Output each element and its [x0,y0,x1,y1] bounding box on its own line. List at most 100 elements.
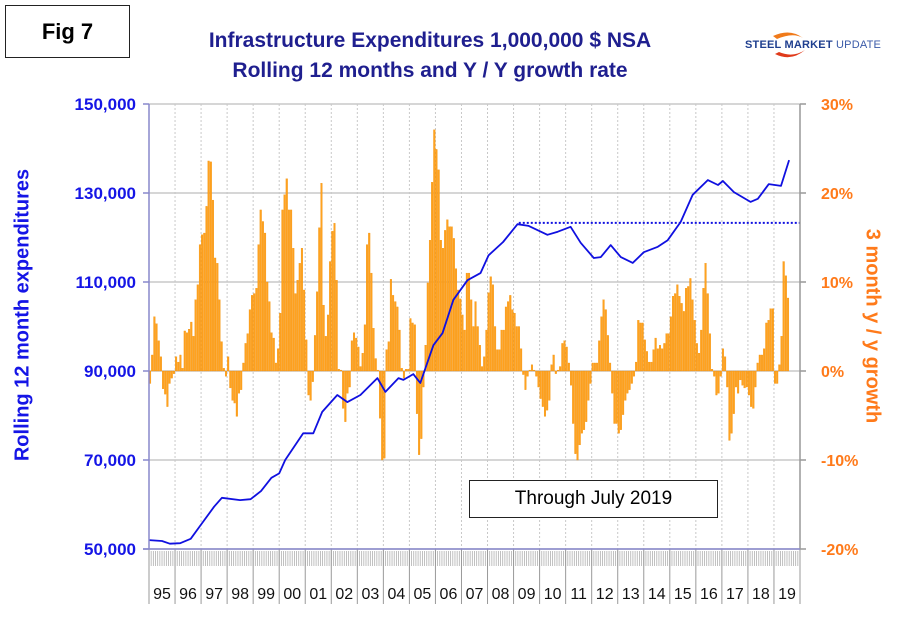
growth-bar [483,356,486,372]
growth-bar [708,333,711,372]
growth-bar [244,343,247,372]
growth-bar [420,370,423,439]
growth-bar [687,286,690,372]
growth-bar [272,337,275,372]
growth-bar [615,370,618,424]
growth-bar [389,279,392,372]
growth-bar [294,293,297,372]
growth-bar [611,370,614,394]
growth-bar [175,356,178,372]
growth-bar [782,261,785,372]
axes: 50,000 70,000 90,000 110,000 130,000 150,000 -… [75,95,858,604]
growth-bar [372,328,375,372]
growth-bar [593,362,596,372]
growth-bar [787,297,790,372]
growth-bar [164,370,167,395]
growth-bar [565,346,568,372]
growth-bar [504,306,507,372]
x-tick-label: 00 [283,586,301,603]
growth-bar [567,362,570,372]
growth-bar [224,370,227,377]
growth-bar [626,370,629,394]
expenditure-line-layer [148,159,800,545]
growth-bar [415,370,418,414]
growth-bar [752,370,755,409]
x-tick-label: 15 [674,586,692,603]
growth-bar [231,370,234,401]
x-tick-label: 16 [700,586,718,603]
growth-bar [162,370,165,389]
growth-bar [739,370,742,381]
growth-bar [357,346,360,372]
growth-bar [741,370,744,386]
growth-bar [650,361,653,372]
growth-bar [220,341,223,372]
title-line-2: Rolling 12 months and Y / Y growth rate [232,59,628,82]
growth-bar [285,178,288,372]
growth-bar [695,343,698,372]
left-tick-label: 130,000 [75,184,136,203]
growth-bar [474,301,477,372]
growth-bar [769,308,772,372]
growth-bar [676,284,679,372]
growth-bar [570,370,573,386]
growth-bar [435,149,438,372]
growth-bar [363,324,366,372]
growth-bar [261,221,264,372]
title-line-1: Infrastructure Expenditures 1,000,000 $ … [208,29,652,52]
growth-bar [498,349,501,372]
left-tick-label: 110,000 [75,273,136,292]
growth-bar [381,370,384,461]
growth-bar [728,370,731,441]
growth-bar [166,370,169,407]
growth-bar [300,248,303,372]
growth-bar [151,354,154,372]
x-tick-label: 08 [492,586,510,603]
growth-bar [776,370,779,384]
growth-bar [522,370,525,375]
x-tick-label: 03 [361,586,379,603]
growth-bar [385,349,388,372]
growth-bar [589,370,592,384]
growth-bar [355,337,358,372]
growth-bar [331,231,334,372]
expenditure-line [148,159,790,545]
growth-bar [734,370,737,388]
growth-bar [324,336,327,372]
growth-bar [233,370,236,404]
growth-bar [350,340,353,372]
growth-bar [489,276,492,372]
x-tick-label: 98 [231,586,249,603]
growth-bar [190,321,193,372]
growth-bar [366,244,369,372]
growth-bar [513,312,516,372]
x-tick-label: 97 [205,586,223,603]
growth-bar [257,244,260,372]
growth-bar [765,322,768,372]
growth-bar [329,261,332,372]
growth-bar [515,326,518,372]
growth-bar [465,272,468,372]
growth-bar [763,348,766,372]
growth-bar [192,336,195,372]
growth-bar [613,370,616,424]
x-tick-label: 04 [387,586,405,603]
growth-bar [459,298,462,372]
growth-bar [290,209,293,372]
growth-bar [500,329,503,372]
growth-bar [667,333,670,372]
growth-bar [418,370,421,455]
growth-bar [326,314,329,372]
growth-bar [774,370,777,384]
growth-bar [698,353,701,372]
x-tick-label: 12 [596,586,614,603]
growth-bar [715,370,718,396]
growth-bar [229,370,232,389]
growth-bar [767,320,770,372]
growth-bar [524,370,527,390]
growth-bar [374,358,377,372]
growth-bar [441,248,444,372]
growth-bar [214,257,217,372]
annotation-box: Through July 2019 [469,480,718,518]
growth-bar [311,370,314,382]
